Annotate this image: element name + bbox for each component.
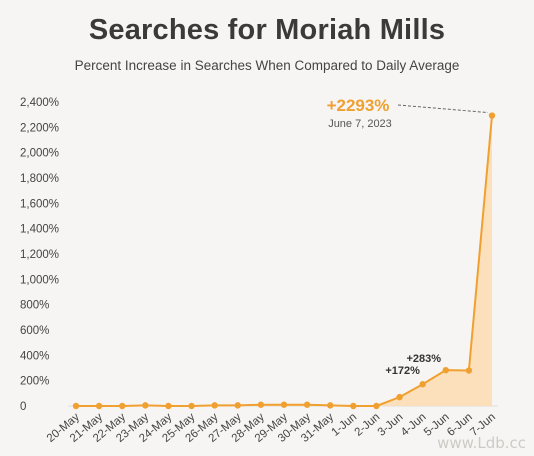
data-point [465,367,473,374]
data-point [396,393,403,401]
data-point [165,402,172,410]
data-point [119,402,126,410]
x-tick-label: 1-Jun [330,411,360,439]
data-point [257,401,265,408]
data-point [95,402,103,410]
data-label: +172% [385,365,420,377]
callout-leader [397,104,489,114]
data-point [234,402,241,409]
y-tick-label: 800% [20,300,49,312]
data-label: +283% [406,353,441,365]
data-point [488,112,496,119]
data-point [211,402,218,409]
chart-title: Searches for Moriah Mills [88,14,446,46]
y-tick-label: 1,600% [20,198,59,210]
x-tick-label: 4-Jun [399,411,429,439]
data-point [442,366,449,374]
data-point [280,401,288,408]
y-tick-label: 2,400% [20,97,59,109]
callout-value: +2293% [327,96,390,115]
y-tick-label: 2,000% [20,148,59,160]
y-tick-label: 1,000% [20,274,59,286]
watermark-text: www.Ldb.cc [437,434,526,452]
x-tick-label: 2-Jun [353,411,383,439]
data-point [188,402,195,410]
y-tick-label: 1,400% [20,224,59,236]
data-point [373,402,380,410]
y-tick-label: 200% [20,376,49,388]
data-point [419,381,426,388]
y-tick-label: 400% [20,350,49,362]
y-tick-label: 600% [20,325,49,337]
data-point [142,402,149,409]
x-tick-label: 3-Jun [376,411,406,439]
data-point [327,402,334,409]
chart-subtitle: Percent Increase in Searches When Compar… [74,58,460,73]
data-point [350,402,357,410]
y-tick-label: 1,800% [20,173,59,185]
callout-date: June 7, 2023 [328,118,392,130]
y-tick-label: 1,200% [20,249,59,261]
series-area [76,115,492,406]
data-point [72,402,80,410]
data-point [303,401,311,408]
y-tick-label: 2,200% [20,122,59,134]
y-tick-label: 0 [20,401,26,413]
